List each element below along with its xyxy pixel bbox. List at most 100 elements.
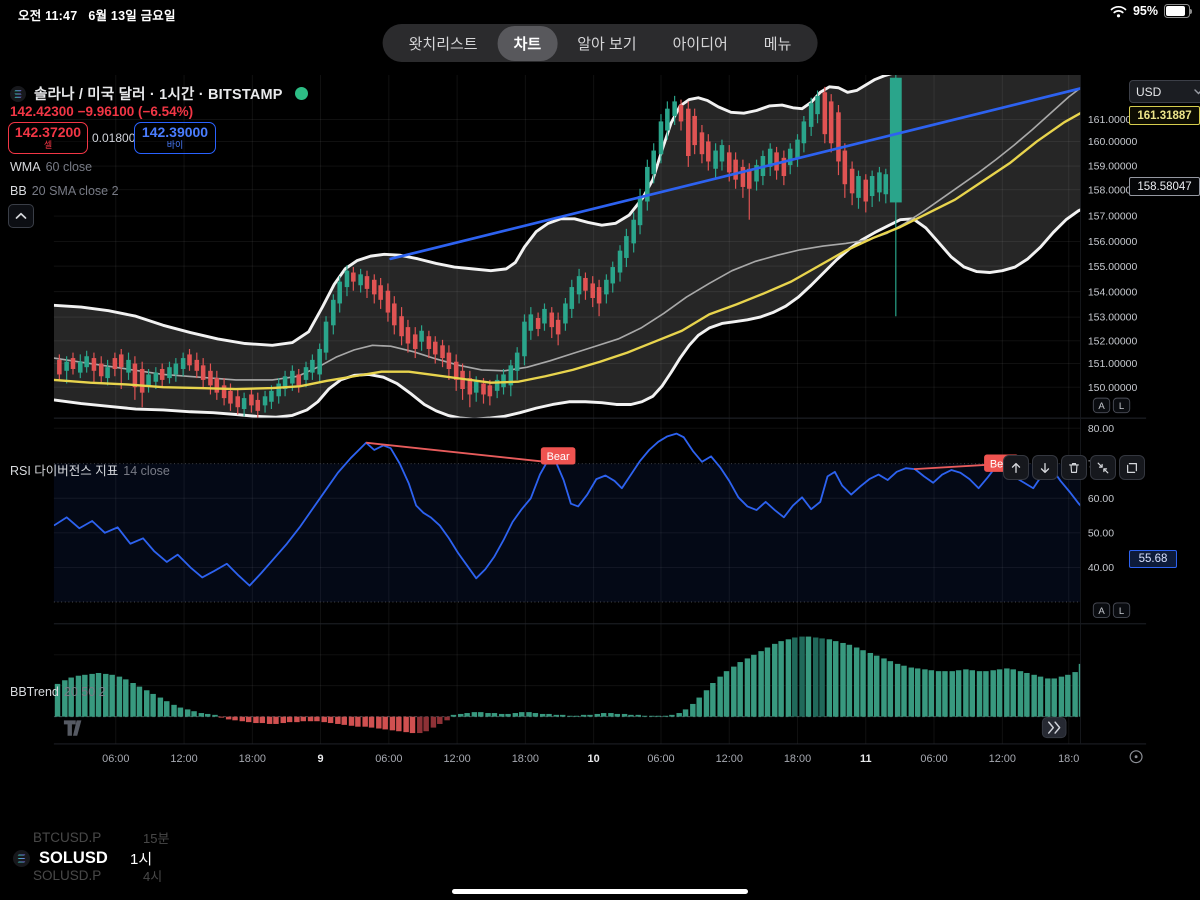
svg-text:157.00000: 157.00000 (1088, 212, 1138, 223)
bbtrend-params: 20 50 2 (63, 685, 106, 699)
legend-wma[interactable]: WMA 60 close (10, 160, 92, 174)
current-interval: 1시 (130, 850, 153, 868)
sell-price: 142.37200 (14, 124, 82, 141)
svg-text:Bear: Bear (547, 451, 570, 463)
svg-text:40.00: 40.00 (1088, 563, 1114, 574)
countdown-price-label: 158.58047 (1129, 177, 1200, 196)
svg-text:06:00: 06:00 (647, 753, 674, 765)
battery-icon (1164, 4, 1192, 18)
svg-text:156.00000: 156.00000 (1088, 237, 1138, 248)
wma-name: WMA (10, 160, 41, 174)
top-navbar: 왓치리스트 차트 알아 보기 아이디어 메뉴 (382, 24, 818, 62)
rsi-pane-toolbar (1003, 455, 1145, 480)
wma-params: 60 close (45, 160, 93, 174)
rsi-title: RSI 다이버전스 지표 (10, 464, 119, 478)
svg-text:06:00: 06:00 (375, 753, 402, 765)
home-indicator[interactable] (452, 889, 748, 894)
tab-ideas[interactable]: 아이디어 (672, 35, 728, 53)
svg-text:L: L (1119, 401, 1124, 412)
delete-pane-button[interactable] (1061, 455, 1087, 480)
symbol-picker-next[interactable]: SOLUSD.P 4시 (33, 867, 293, 884)
wma-price-label: 161.31887 (1129, 106, 1200, 125)
symbol-title[interactable]: 솔라나 / 미국 달러 · 1시간 · BITSTAMP (34, 87, 283, 103)
svg-text:50.00: 50.00 (1088, 528, 1114, 539)
svg-text:12:00: 12:00 (170, 753, 197, 765)
svg-text:160.00000: 160.00000 (1088, 137, 1138, 148)
status-time: 오전 11:47 (18, 9, 78, 23)
current-symbol: SOLUSD (39, 848, 108, 867)
symbol-header[interactable]: 솔라나 / 미국 달러 · 1시간 · BITSTAMP (10, 83, 308, 104)
tab-menu[interactable]: 메뉴 (763, 35, 792, 53)
rsi-params: 14 close (123, 464, 170, 478)
svg-text:10: 10 (588, 753, 600, 765)
sell-label: 셀 (43, 140, 53, 151)
symbol-picker-prev[interactable]: BTCUSD.P 15분 (33, 829, 293, 846)
svg-text:L: L (1119, 606, 1124, 617)
buy-button[interactable]: 142.39000 바이 (134, 122, 216, 154)
bottom-bar: BTCUSD.P 15분 SOLUSD 1시 SOLUSD.P 4시 (0, 830, 1200, 884)
solana-icon (13, 849, 30, 867)
next-symbol: SOLUSD.P (33, 867, 102, 883)
bb-name: BB (10, 184, 27, 198)
chart-canvas[interactable]: Bear Bear 161.00000 160.00000 159.00000 158.0… (0, 75, 1200, 835)
chevron-down-icon (1194, 88, 1200, 95)
next-interval: 4시 (143, 868, 163, 884)
svg-text:12:00: 12:00 (443, 753, 470, 765)
svg-text:80.00: 80.00 (1088, 424, 1114, 435)
prev-symbol: BTCUSD.P (33, 829, 102, 845)
battery-percent: 95% (1132, 4, 1158, 18)
svg-text:60.00: 60.00 (1088, 494, 1114, 505)
svg-text:18:00: 18:00 (239, 753, 266, 765)
svg-text:18:00: 18:00 (784, 753, 811, 765)
bb-params: 20 SMA close 2 (31, 184, 119, 198)
spread-value: 0.01800 (92, 131, 136, 145)
bbtrend-title: BBTrend (10, 685, 59, 699)
svg-text:159.00000: 159.00000 (1088, 162, 1138, 173)
move-pane-up-button[interactable] (1003, 455, 1029, 480)
wifi-icon (1110, 5, 1127, 18)
sell-button[interactable]: 142.37200 셀 (8, 122, 88, 154)
buy-price: 142.39000 (141, 124, 209, 141)
tab-chart[interactable]: 차트 (497, 25, 558, 61)
maximize-pane-button[interactable] (1119, 455, 1145, 480)
svg-text:150.00000: 150.00000 (1088, 383, 1138, 394)
currency-dropdown[interactable]: USD (1129, 80, 1200, 103)
svg-text:153.00000: 153.00000 (1088, 313, 1138, 324)
status-bar: 오전 11:47 6월 13일 금요일 95% (0, 0, 1200, 24)
status-time-date: 오전 11:47 6월 13일 금요일 (18, 5, 176, 24)
svg-text:Bear: Bear (990, 458, 1013, 470)
collapse-pane-button[interactable] (1090, 455, 1116, 480)
rsi-value-label: 55.68 (1129, 550, 1177, 568)
symbol-picker-current[interactable]: SOLUSD 1시 (13, 846, 273, 870)
svg-text:151.00000: 151.00000 (1088, 359, 1138, 370)
legend-bbtrend[interactable]: BBTrend 20 50 2 (10, 685, 106, 699)
svg-text:18:0: 18:0 (1058, 753, 1079, 765)
svg-text:152.00000: 152.00000 (1088, 336, 1138, 347)
svg-text:161.00000: 161.00000 (1088, 115, 1138, 126)
legend-rsi[interactable]: RSI 다이버전스 지표 14 close (10, 460, 170, 479)
buy-label: 바이 (166, 140, 184, 151)
chevron-up-icon (15, 212, 27, 220)
svg-text:12:00: 12:00 (989, 753, 1016, 765)
legend-collapse-button[interactable] (8, 204, 34, 228)
svg-text:154.00000: 154.00000 (1088, 287, 1138, 298)
solana-icon (10, 85, 26, 102)
svg-text:12:00: 12:00 (716, 753, 743, 765)
svg-text:11: 11 (860, 753, 872, 765)
svg-text:A: A (1098, 606, 1105, 617)
status-date: 6월 13일 금요일 (88, 9, 176, 23)
svg-text:18:00: 18:00 (512, 753, 539, 765)
legend-bb[interactable]: BB 20 SMA close 2 (10, 184, 119, 198)
tab-watchlist[interactable]: 왓치리스트 (408, 35, 478, 53)
tab-explore[interactable]: 알아 보기 (577, 35, 637, 53)
svg-text:155.00000: 155.00000 (1088, 262, 1138, 273)
svg-text:06:00: 06:00 (920, 753, 947, 765)
prev-interval: 15분 (143, 830, 170, 846)
svg-text:158.00000: 158.00000 (1088, 185, 1138, 196)
last-price-change: 142.42300 −9.96100 (−6.54%) (10, 104, 194, 119)
move-pane-down-button[interactable] (1032, 455, 1058, 480)
currency-label: USD (1136, 84, 1162, 99)
market-open-dot (294, 87, 308, 100)
svg-text:A: A (1098, 401, 1105, 412)
